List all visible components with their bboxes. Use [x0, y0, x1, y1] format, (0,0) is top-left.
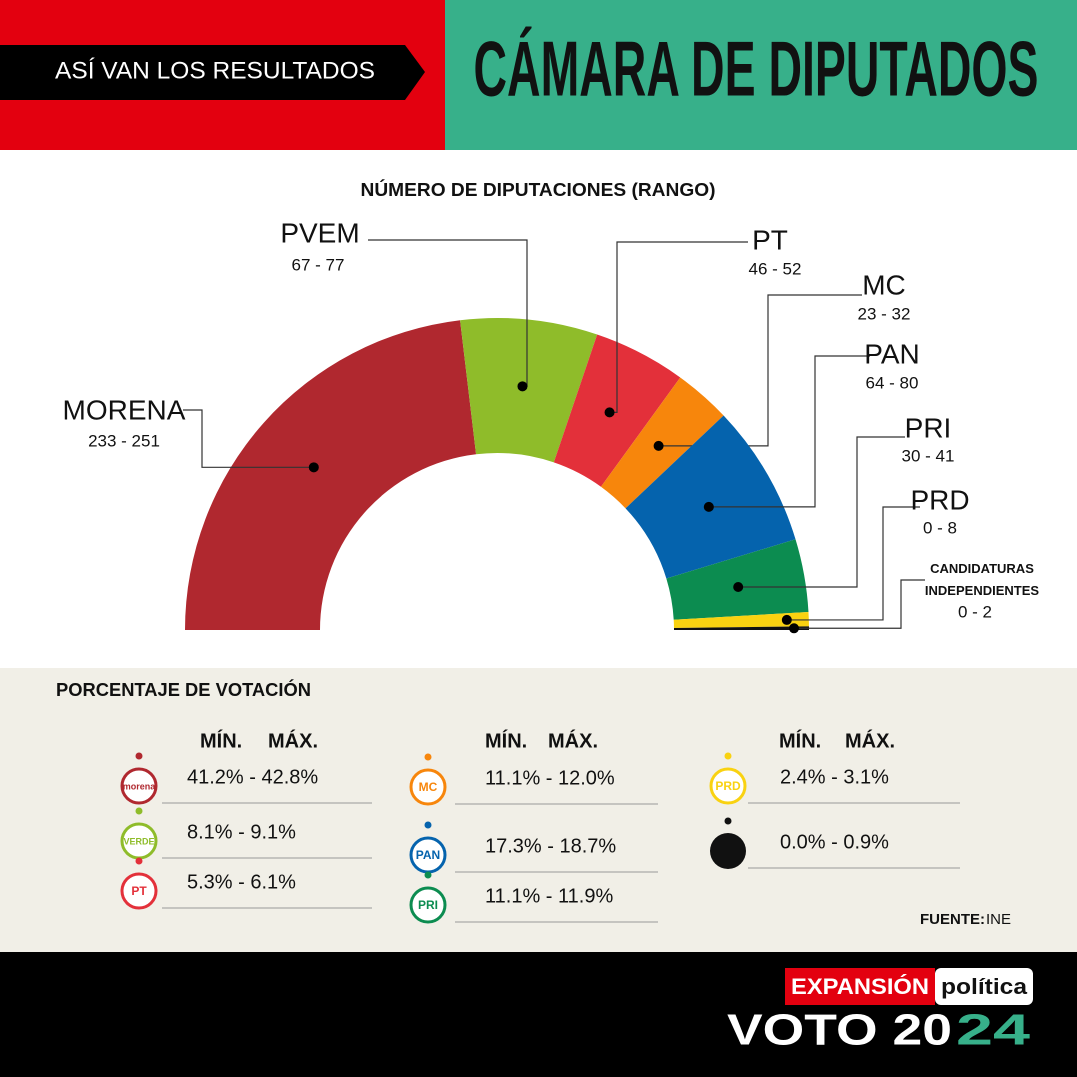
max-header: MÁX. [268, 729, 318, 752]
leader-dot [781, 614, 792, 625]
seat-arc [625, 415, 796, 579]
leader-dot [604, 407, 615, 418]
campaign-year: 24 [956, 1006, 1031, 1055]
leader-line [793, 579, 925, 629]
max-header: MÁX. [548, 729, 598, 752]
seat-range: 233 - 251 [88, 431, 160, 450]
party-name: PVEM [280, 217, 359, 248]
seat-arc [673, 611, 809, 628]
leader-line [786, 506, 920, 621]
leader-dot [733, 581, 744, 592]
brand2-box [935, 968, 1033, 1005]
leader-dot [703, 501, 714, 512]
leader-dot [517, 381, 528, 392]
party-dot [135, 752, 143, 760]
logo-text: PT [131, 884, 147, 898]
party-dot [724, 817, 732, 825]
seat-arc [666, 539, 809, 620]
leader-dot [788, 623, 799, 634]
leader-dot [653, 440, 664, 451]
logo-text: PRD [715, 779, 741, 793]
brand: EXPANSIÓN [791, 974, 929, 999]
seat-range: 46 - 52 [749, 259, 802, 278]
party-name: PRD [910, 484, 969, 515]
kicker-banner [0, 45, 425, 100]
party-logo [409, 768, 447, 806]
party-name: PT [752, 224, 788, 255]
logo-text: PAN [416, 848, 440, 862]
logo-text: morena [123, 781, 157, 791]
seat-range: 0 - 2 [958, 602, 992, 621]
brand2: política [941, 974, 1028, 999]
vote-range: 17.3% - 18.7% [485, 835, 616, 857]
seat-arc [673, 626, 809, 630]
logo-text: PRI [418, 898, 438, 912]
source-label: FUENTE: [920, 911, 985, 928]
min-header: MÍN. [200, 729, 242, 752]
party-dot [724, 752, 732, 760]
seat-range: 0 - 8 [923, 518, 957, 537]
brand-box [785, 968, 935, 1005]
party-logo [709, 767, 747, 805]
chart-title: NÚMERO DE DIPUTACIONES (RANGO) [361, 179, 716, 200]
seat-range: 67 - 77 [292, 255, 345, 274]
indep-label: CANDIDATURAS INDEPENDIENTES [924, 561, 1040, 598]
party-dot [424, 753, 432, 761]
vote-range: 2.4% - 3.1% [780, 766, 889, 788]
leader-line [183, 409, 314, 468]
party-dot [424, 821, 432, 829]
party-name: PAN [864, 338, 920, 369]
leader-line [708, 355, 870, 508]
kicker: ASÍ VAN LOS RESULTADOS [55, 57, 375, 84]
seat-range: 64 - 80 [866, 373, 919, 392]
seat-range: 23 - 32 [858, 304, 911, 323]
party-name: PRI [905, 412, 952, 443]
logo-text: MC [419, 780, 438, 794]
header-right [445, 0, 1077, 150]
vote-range: 8.1% - 9.1% [187, 821, 296, 843]
leader-line [738, 436, 905, 588]
vote-range: 41.2% - 42.8% [187, 766, 318, 788]
vote-range: 0.0% - 0.9% [780, 831, 889, 853]
seat-range: 30 - 41 [902, 446, 955, 465]
vote-range: 11.1% - 11.9% [485, 885, 613, 907]
votes-title: PORCENTAJE DE VOTACIÓN [56, 679, 311, 700]
party-logo [120, 767, 158, 805]
min-header: MÍN. [485, 729, 527, 752]
logo-text: VERDE [123, 836, 154, 846]
vote-range: 5.3% - 6.1% [187, 871, 296, 893]
party-name: MORENA [63, 394, 186, 425]
leader-dot [308, 462, 319, 473]
votes-bg [0, 668, 1077, 952]
seat-arc [185, 320, 477, 630]
source-value: INE [986, 911, 1011, 928]
party-name: MC [862, 269, 906, 300]
party-logo [409, 886, 447, 924]
seat-arc [460, 318, 598, 463]
title: CÁMARA DE DIPUTADOS [474, 25, 1039, 113]
party-dot [135, 807, 143, 815]
party-dot [135, 857, 143, 865]
campaign: VOTO 20 [727, 1006, 952, 1055]
party-dot [424, 871, 432, 879]
max-header: MÁX. [845, 729, 895, 752]
min-header: MÍN. [779, 729, 821, 752]
vote-range: 11.1% - 12.0% [485, 767, 615, 789]
party-logo [120, 872, 158, 910]
party-logo [710, 833, 746, 869]
